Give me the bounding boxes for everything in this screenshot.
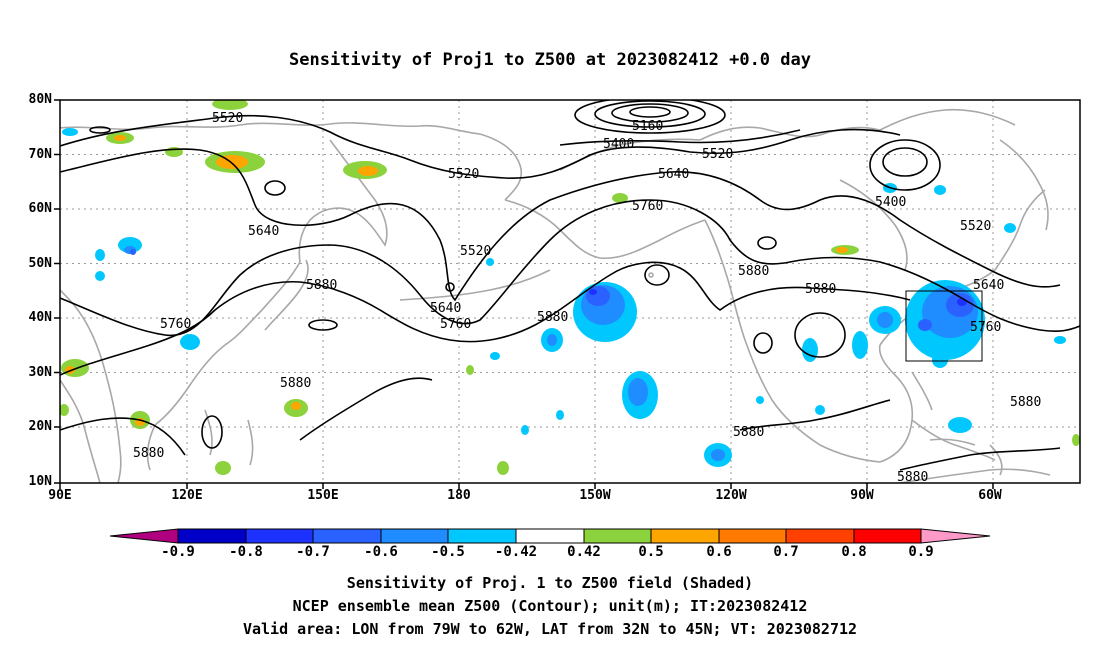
contour-label: 5880 — [133, 446, 164, 461]
graticule — [60, 100, 1080, 483]
contour-label: 5640 — [973, 278, 1004, 293]
lat-label: 20N — [28, 419, 52, 434]
colorbar-cell — [785, 528, 855, 544]
contour-label: 5640 — [430, 301, 461, 316]
lon-label: 120E — [171, 488, 203, 503]
colorbar — [109, 528, 991, 544]
lat-label: 80N — [28, 92, 52, 107]
axis-ticks — [54, 99, 994, 489]
map-title: Sensitivity of Proj1 to Z500 at 20230824… — [289, 50, 811, 70]
sensitivity-shading — [60, 100, 1080, 475]
lon-label: 120W — [715, 488, 747, 503]
lon-label: 90E — [48, 488, 72, 503]
colorbar-label: 0.5 — [638, 544, 664, 560]
contour-labels: 5520 5160 5400 5520 5520 5640 5760 5400 … — [133, 111, 1041, 461]
contour-label: 5760 — [632, 199, 663, 214]
colorbar-label: -0.8 — [229, 544, 263, 560]
colorbar-label: 0.42 — [567, 544, 601, 560]
contour-label: 5520 — [460, 244, 491, 259]
colorbar-cell — [380, 528, 449, 544]
contour-label: 5760 — [160, 317, 191, 332]
lon-label: 180 — [447, 488, 471, 503]
valid-area-box — [905, 290, 983, 362]
colorbar-label: 0.7 — [773, 544, 799, 560]
lon-label: 150W — [579, 488, 611, 503]
colorbar-cell — [920, 528, 991, 544]
contour-label: 5760 — [970, 320, 1001, 335]
contour-label: 5760 — [440, 317, 471, 332]
contour-label: 5400 — [875, 195, 906, 210]
coastlines — [60, 108, 1051, 483]
lon-label: 150E — [307, 488, 339, 503]
colorbar-cell — [312, 528, 382, 544]
contour-label: 5400 — [603, 137, 634, 152]
contour-label: 5640 — [248, 224, 279, 239]
lon-label: 60W — [978, 488, 1002, 503]
contour-label: 5880 — [306, 278, 337, 293]
lat-label: 30N — [28, 365, 52, 380]
contour-label: 5520 — [448, 167, 479, 182]
colorbar-label: 0.6 — [706, 544, 732, 560]
colorbar-label: -0.6 — [364, 544, 398, 560]
colorbar-cell — [583, 528, 652, 544]
lat-label: 40N — [28, 310, 52, 325]
colorbar-cell — [515, 528, 585, 544]
contour-label: 5160 — [632, 119, 663, 134]
lat-label: 10N — [28, 474, 52, 489]
colorbar-cell — [109, 528, 179, 544]
lat-label: 50N — [28, 256, 52, 271]
map-frame — [59, 99, 1081, 484]
z500-contours — [60, 100, 1080, 471]
footer-line-1: Sensitivity of Proj. 1 to Z500 field (Sh… — [346, 574, 754, 592]
footer-line-3: Valid area: LON from 79W to 62W, LAT fro… — [242, 620, 858, 638]
colorbar-cell — [853, 528, 922, 544]
lat-label: 70N — [28, 147, 52, 162]
colorbar-cell — [447, 528, 517, 544]
contour-label: 5520 — [212, 111, 243, 126]
contour-label: 5640 — [658, 167, 689, 182]
colorbar-cell — [245, 528, 314, 544]
colorbar-cell — [177, 528, 247, 544]
colorbar-label: 0.8 — [841, 544, 867, 560]
colorbar-cell — [718, 528, 787, 544]
contour-label: 5520 — [960, 219, 991, 234]
contour-label: 5880 — [1010, 395, 1041, 410]
colorbar-label: -0.42 — [494, 544, 538, 560]
contour-label: 5880 — [733, 425, 764, 440]
contour-label: 5880 — [280, 376, 311, 391]
contour-label: 5520 — [702, 147, 733, 162]
contour-label: 5880 — [805, 282, 836, 297]
colorbar-label: 0.9 — [908, 544, 934, 560]
colorbar-label: -0.9 — [161, 544, 195, 560]
contour-label: 5880 — [738, 264, 769, 279]
colorbar-cell — [650, 528, 720, 544]
colorbar-label: -0.7 — [296, 544, 330, 560]
contour-label: 5880 — [537, 310, 568, 325]
lon-label: 90W — [850, 488, 874, 503]
lat-label: 60N — [28, 201, 52, 216]
contour-label: 5880 — [897, 470, 928, 485]
colorbar-label: -0.5 — [431, 544, 465, 560]
footer-line-2: NCEP ensemble mean Z500 (Contour); unit(… — [292, 597, 808, 615]
